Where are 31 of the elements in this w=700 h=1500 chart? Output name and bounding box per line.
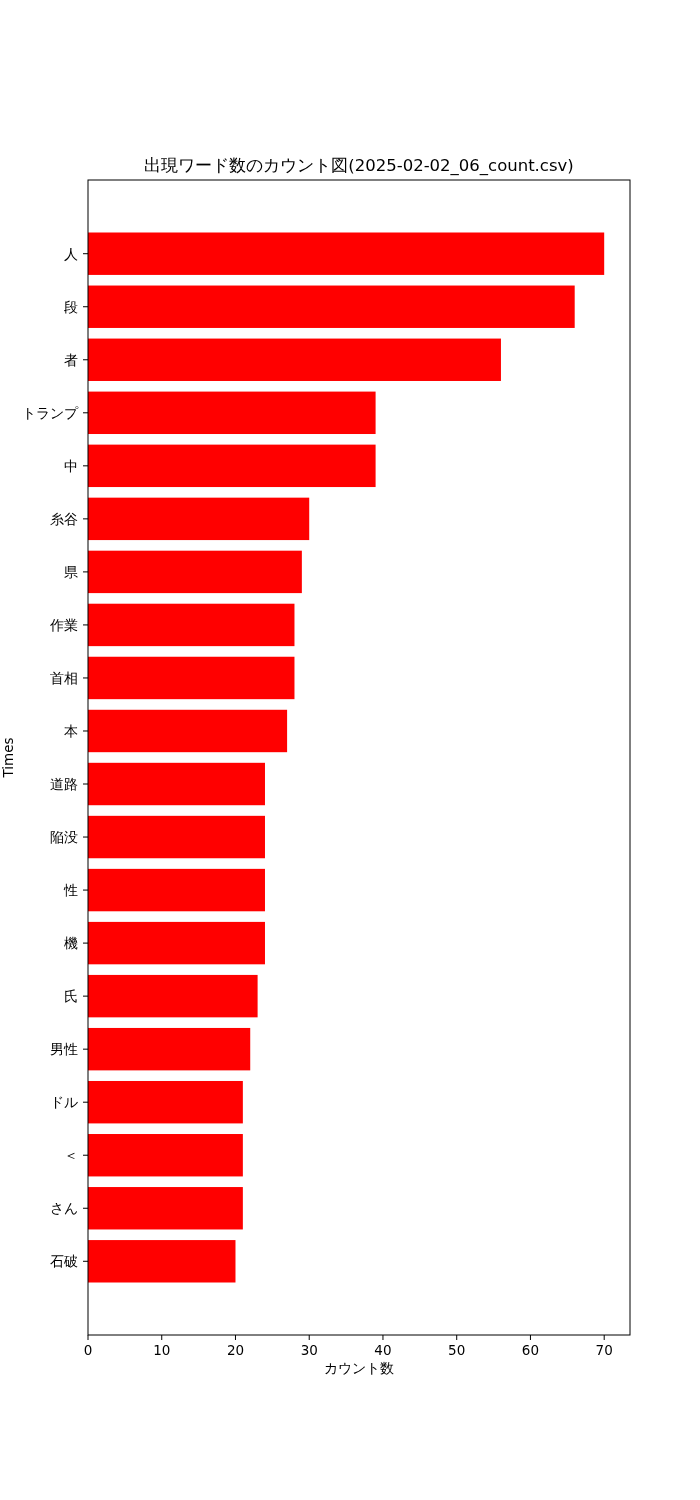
y-tick-label: 者 (64, 351, 78, 368)
y-tick-label: 機 (64, 935, 78, 952)
x-axis-title: カウント数 (324, 1360, 394, 1376)
x-tick-label: 40 (374, 1342, 392, 1358)
y-tick-label: ＜ (64, 1147, 78, 1164)
y-tick-label: さん (50, 1200, 78, 1217)
x-tick-label: 20 (226, 1342, 245, 1358)
x-tick-label: 0 (83, 1342, 93, 1358)
x-tick-label: 60 (521, 1342, 540, 1358)
y-tick-label: 作業 (49, 616, 78, 633)
y-tick-label: 本 (64, 722, 78, 739)
y-tick-label: 陥没 (50, 829, 78, 846)
y-tick-label: 段 (64, 298, 78, 315)
y-tick-label: 糸谷 (50, 510, 78, 527)
x-tick-label: 30 (300, 1342, 318, 1358)
x-tick-label: 70 (595, 1342, 613, 1358)
y-tick-label: 石破 (50, 1253, 78, 1270)
y-tick-label: トランプ (22, 404, 79, 421)
y-tick-label: 性 (63, 882, 78, 899)
y-tick-label: 中 (64, 457, 78, 474)
y-tick-label: 人 (64, 245, 78, 262)
y-tick-label: 県 (64, 563, 78, 580)
y-tick-label: 道路 (50, 776, 78, 793)
y-tick-label: 首相 (50, 669, 78, 686)
y-axis-title: Times (0, 737, 16, 779)
y-tick-label: 男性 (50, 1041, 78, 1058)
y-tick-label: 氏 (64, 988, 78, 1005)
chart-title: 出現ワード数のカウント図(2025-02-02_06_count.csv) (144, 156, 574, 176)
x-tick-label: 10 (153, 1342, 171, 1358)
y-tick-label: ドル (50, 1094, 78, 1111)
x-tick-label: 50 (448, 1342, 466, 1358)
